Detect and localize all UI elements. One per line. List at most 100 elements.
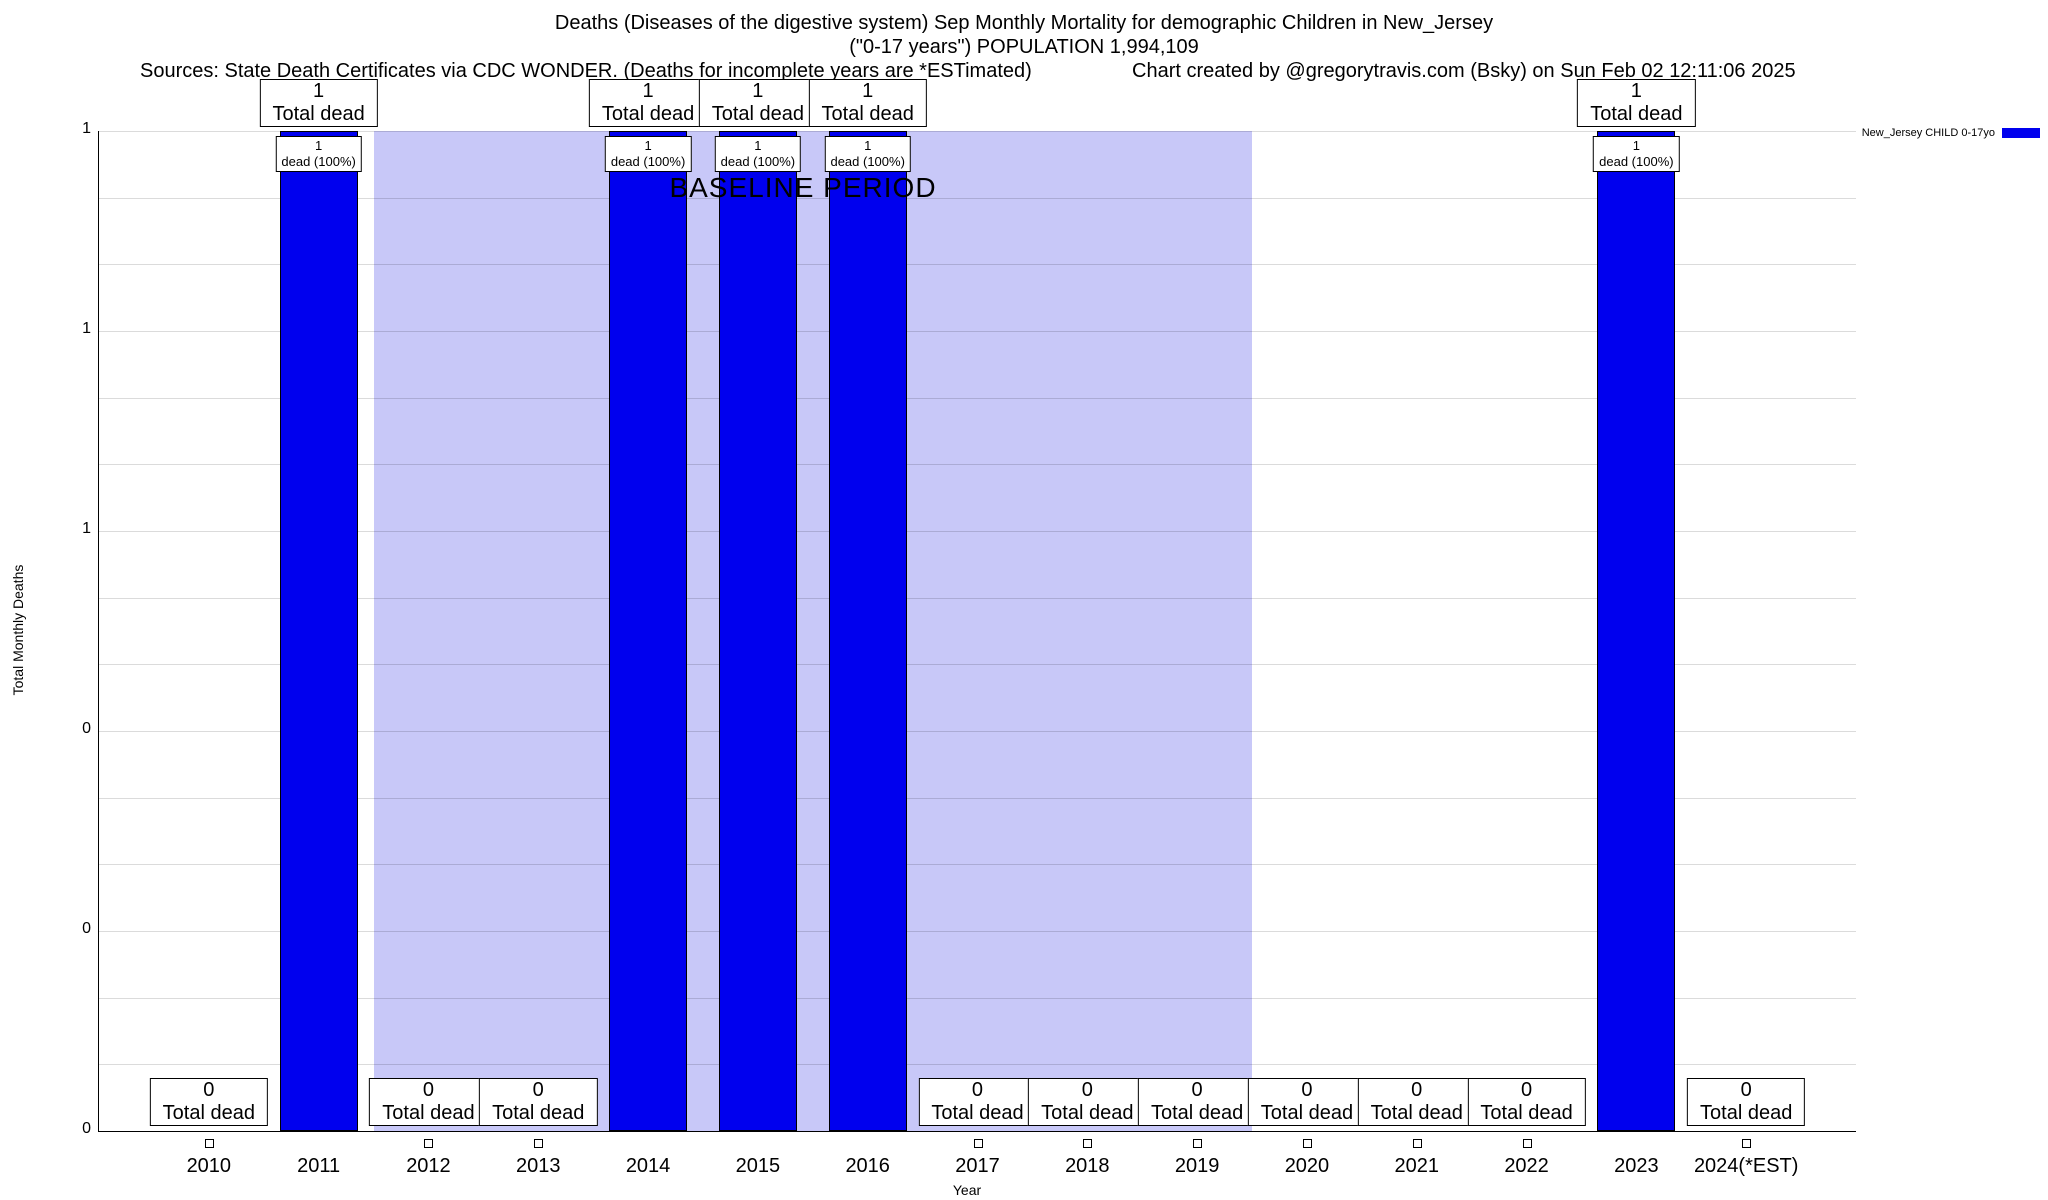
value-label: 1 (752, 80, 764, 102)
dead-percent-box: 1 dead (100%) (1593, 136, 1680, 172)
value-label: 1 (642, 80, 654, 102)
total-dead-box: 0 Total dead (1467, 1078, 1586, 1126)
total-dead-label: Total dead (272, 103, 365, 125)
zero-marker (424, 1139, 434, 1148)
y-tick-label: 0 (82, 1120, 91, 1137)
gridline (99, 197, 1856, 199)
value-label: 1 (1632, 138, 1640, 153)
y-tick-label: 1 (82, 520, 91, 537)
dead-percent-box: 1 dead (100%) (824, 136, 911, 172)
bar (279, 131, 358, 1131)
x-tick-label: 2018 (1065, 1155, 1110, 1177)
x-tick-label: 2014 (625, 1155, 671, 1177)
gridline (99, 331, 1856, 332)
total-dead-label: Total dead (1260, 1102, 1354, 1124)
x-tick-label: 2015 (735, 1155, 781, 1177)
dead-percent-box: 1 dead (100%) (714, 136, 802, 172)
gridline (99, 464, 1856, 466)
x-tick-label: 2010 (186, 1155, 232, 1177)
y-tick-label: 1 (82, 320, 91, 337)
bar (1597, 131, 1676, 1131)
total-dead-label: Total dead (1700, 1102, 1793, 1124)
total-dead-box: 1 Total dead (808, 79, 927, 127)
x-tick-label: 2021 (1394, 1155, 1440, 1177)
x-tick-label: 2022 (1504, 1155, 1549, 1177)
bar (718, 131, 797, 1131)
zero-marker (1193, 1139, 1203, 1148)
y-tick-label: 0 (82, 920, 91, 937)
total-dead-box: 1 Total dead (259, 79, 378, 127)
y-tick-label: 0 (82, 720, 91, 737)
total-dead-box: 0 Total dead (918, 1078, 1037, 1126)
x-tick-label: 2024(*EST) (1693, 1155, 1799, 1177)
total-dead-label: Total dead (162, 1102, 255, 1124)
dead-percent-label: dead (100%) (1599, 154, 1674, 169)
total-dead-box: 0 Total dead (1357, 1078, 1476, 1126)
plot-area: 0 0 0 1 1 1 2010 0 Total dead 2011 1 Total dead 1 dea… (82, 79, 1856, 1177)
total-dead-label: Total dead (601, 103, 695, 125)
total-dead-box: 0 Total dead (1028, 1078, 1147, 1126)
bar (828, 131, 907, 1131)
value-label: 0 (532, 1079, 544, 1101)
gridline (99, 864, 1856, 866)
value-label: 1 (644, 138, 652, 153)
x-axis-label: Year (952, 1182, 982, 1198)
total-dead-box: 1 Total dead (698, 79, 818, 127)
chart-subtitle: ("0-17 years") POPULATION 1,994,109 (849, 36, 1199, 58)
value-label: 1 (862, 80, 874, 102)
total-dead-label: Total dead (492, 1102, 585, 1124)
zero-marker (204, 1139, 214, 1148)
total-dead-box: 1 Total dead (588, 79, 708, 127)
gridline (99, 797, 1856, 799)
gridline (99, 931, 1856, 932)
dead-percent-label: dead (100%) (830, 154, 905, 169)
dead-percent-box: 1 dead (100%) (275, 136, 362, 172)
gridline (99, 264, 1856, 266)
value-label: 1 (754, 138, 762, 153)
value-label: 1 (313, 80, 325, 102)
value-label: 0 (971, 1079, 984, 1101)
bar (609, 131, 688, 1131)
total-dead-label: Total dead (931, 1102, 1024, 1124)
dead-percent-label: dead (100%) (720, 154, 796, 169)
x-tick-label: 2019 (1174, 1155, 1220, 1177)
value-label: 0 (1411, 1079, 1423, 1101)
legend: New_Jersey CHILD 0-17yo (1862, 127, 2040, 139)
total-dead-box: 0 Total dead (1247, 1078, 1367, 1126)
total-dead-box: 0 Total dead (1687, 1078, 1806, 1126)
zero-marker (1302, 1139, 1312, 1148)
value-label: 0 (422, 1079, 434, 1101)
legend-label: New_Jersey CHILD 0-17yo (1861, 127, 1995, 139)
total-dead-label: Total dead (382, 1102, 475, 1124)
gridline (99, 397, 1856, 399)
total-dead-label: Total dead (711, 103, 805, 125)
value-label: 0 (1081, 1079, 1093, 1101)
x-tick-label: 2013 (516, 1155, 561, 1177)
total-dead-label: Total dead (1041, 1102, 1134, 1124)
dead-percent-label: dead (100%) (281, 154, 356, 169)
value-label: 0 (1191, 1079, 1203, 1101)
x-tick-label: 2020 (1284, 1155, 1330, 1177)
zero-marker (1522, 1139, 1532, 1148)
total-dead-box: 0 Total dead (149, 1078, 268, 1126)
legend-swatch (2002, 128, 2040, 138)
x-tick-label: 2017 (955, 1155, 1000, 1177)
total-dead-box: 0 Total dead (369, 1078, 488, 1126)
gridline (99, 597, 1856, 599)
y-tick-label: 1 (82, 120, 91, 137)
zero-marker (973, 1139, 983, 1148)
gridline (99, 131, 1856, 132)
x-tick-label: 2011 (297, 1155, 341, 1177)
value-label: 0 (1520, 1079, 1533, 1101)
gridline (99, 531, 1856, 532)
total-dead-box: 0 Total dead (479, 1078, 598, 1126)
dead-percent-box: 1 dead (100%) (604, 136, 692, 172)
gridline (99, 1064, 1856, 1066)
zero-marker (1412, 1139, 1422, 1148)
value-label: 1 (864, 138, 872, 153)
dead-percent-label: dead (100%) (610, 154, 686, 169)
value-label: 0 (1301, 1079, 1313, 1101)
value-label: 1 (315, 138, 323, 153)
zero-marker (1083, 1139, 1093, 1148)
total-dead-label: Total dead (1480, 1102, 1573, 1124)
